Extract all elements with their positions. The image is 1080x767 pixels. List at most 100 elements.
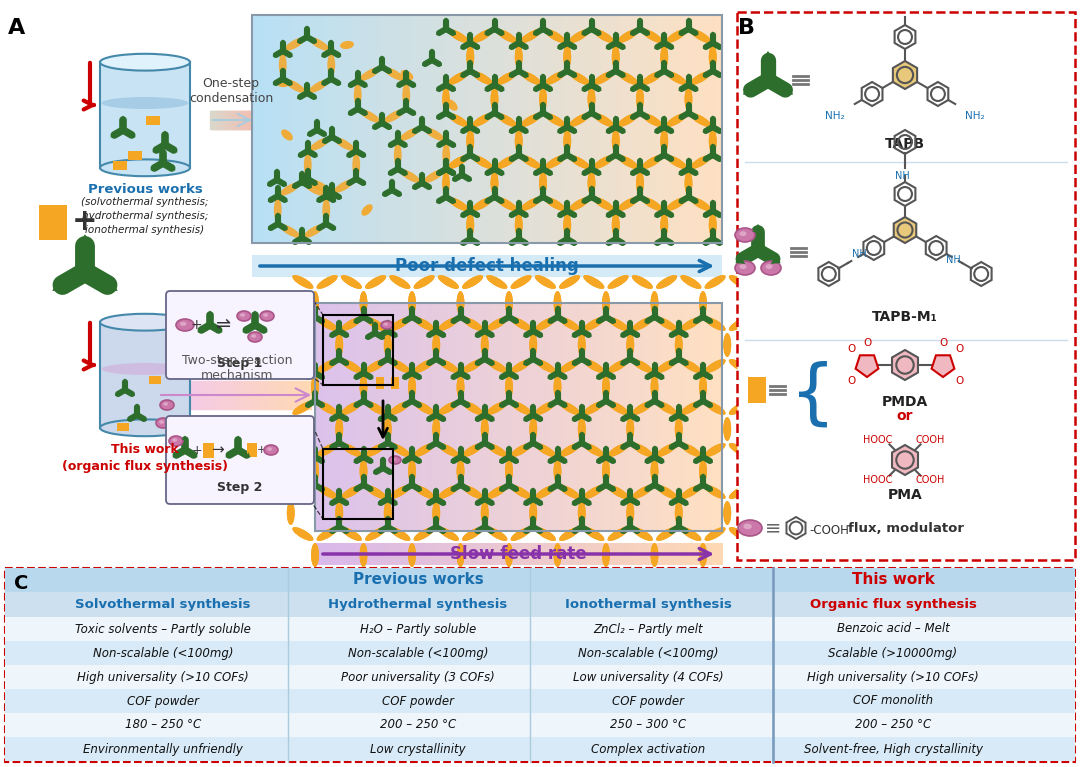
Ellipse shape [535, 527, 556, 541]
Polygon shape [468, 227, 473, 231]
Polygon shape [312, 446, 318, 449]
Circle shape [652, 314, 657, 319]
Circle shape [337, 413, 341, 417]
Ellipse shape [462, 401, 483, 415]
Ellipse shape [583, 275, 605, 289]
Circle shape [468, 41, 473, 45]
Polygon shape [450, 319, 455, 323]
Bar [505, 543, 512, 565]
Ellipse shape [505, 543, 513, 567]
Ellipse shape [293, 359, 313, 373]
Ellipse shape [472, 197, 492, 211]
Ellipse shape [365, 443, 387, 457]
Polygon shape [402, 319, 406, 323]
Text: or: or [896, 409, 914, 423]
Circle shape [483, 440, 487, 446]
Ellipse shape [569, 71, 590, 85]
Polygon shape [127, 416, 132, 421]
Ellipse shape [472, 155, 492, 169]
Circle shape [409, 399, 415, 403]
Ellipse shape [729, 401, 750, 415]
Polygon shape [485, 171, 489, 175]
Bar [328, 15, 335, 243]
Polygon shape [492, 18, 497, 21]
Ellipse shape [496, 29, 517, 43]
Ellipse shape [660, 129, 669, 153]
Ellipse shape [680, 486, 701, 499]
Polygon shape [579, 403, 584, 407]
Ellipse shape [666, 114, 687, 127]
Ellipse shape [414, 275, 434, 289]
Ellipse shape [666, 197, 687, 211]
Bar [315, 303, 723, 531]
Circle shape [676, 525, 681, 529]
Polygon shape [597, 171, 602, 175]
Circle shape [492, 27, 497, 31]
Polygon shape [474, 528, 480, 533]
Ellipse shape [626, 333, 634, 357]
Circle shape [627, 357, 633, 361]
Circle shape [305, 35, 309, 39]
Ellipse shape [724, 417, 731, 441]
Polygon shape [451, 171, 456, 175]
Ellipse shape [583, 359, 605, 373]
Ellipse shape [362, 204, 373, 216]
Polygon shape [532, 87, 538, 91]
Polygon shape [442, 416, 446, 421]
Polygon shape [474, 416, 480, 421]
Bar [559, 303, 565, 531]
Polygon shape [718, 44, 723, 49]
Ellipse shape [390, 443, 410, 457]
Ellipse shape [365, 317, 387, 331]
Ellipse shape [437, 275, 459, 289]
Polygon shape [378, 416, 382, 421]
Bar [518, 303, 524, 531]
Polygon shape [395, 157, 401, 161]
Polygon shape [396, 110, 401, 115]
Polygon shape [670, 129, 674, 133]
Circle shape [468, 153, 473, 157]
Polygon shape [192, 453, 198, 458]
Bar [634, 543, 642, 565]
Polygon shape [652, 473, 657, 477]
Text: +: + [256, 445, 266, 455]
Ellipse shape [400, 170, 420, 183]
Bar [442, 303, 448, 531]
Polygon shape [627, 487, 633, 491]
Text: High universality (>10 COFs): High universality (>10 COFs) [77, 670, 248, 683]
Ellipse shape [544, 155, 566, 169]
Ellipse shape [335, 501, 343, 525]
Polygon shape [637, 74, 643, 77]
Ellipse shape [360, 67, 380, 81]
Ellipse shape [390, 486, 410, 499]
Circle shape [361, 399, 366, 403]
Polygon shape [693, 375, 698, 379]
Bar [5, 737, 1075, 761]
Ellipse shape [554, 459, 562, 483]
Polygon shape [630, 115, 634, 119]
Bar [5, 617, 1075, 641]
Ellipse shape [486, 486, 508, 499]
Ellipse shape [462, 443, 483, 457]
Circle shape [637, 83, 643, 87]
Circle shape [354, 149, 359, 153]
Ellipse shape [311, 459, 319, 483]
Polygon shape [404, 143, 408, 147]
Ellipse shape [252, 334, 256, 337]
Polygon shape [621, 129, 625, 133]
Ellipse shape [704, 275, 726, 289]
Ellipse shape [521, 71, 541, 85]
Polygon shape [557, 44, 562, 49]
Polygon shape [329, 416, 334, 421]
Circle shape [337, 525, 341, 529]
Bar [640, 543, 648, 565]
Bar [381, 15, 388, 243]
Ellipse shape [432, 417, 441, 441]
Polygon shape [122, 378, 127, 382]
Polygon shape [701, 305, 705, 309]
Ellipse shape [666, 71, 687, 85]
Ellipse shape [559, 275, 580, 289]
Polygon shape [436, 171, 441, 175]
Text: TAPB-M₁: TAPB-M₁ [873, 310, 937, 324]
Polygon shape [427, 360, 431, 365]
